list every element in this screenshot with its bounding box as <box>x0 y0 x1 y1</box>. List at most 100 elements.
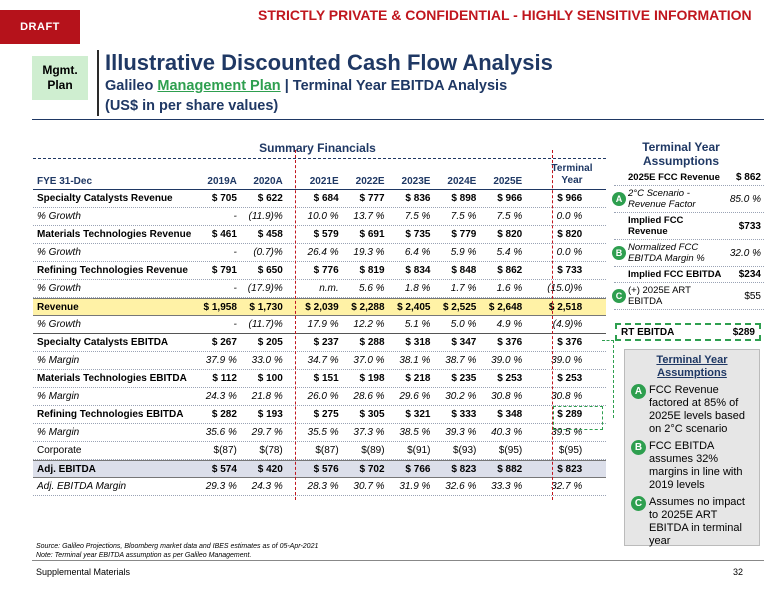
table-row: Specialty Catalysts Revenue $ 705 $ 622 $ 6… <box>33 190 606 208</box>
row-value: 5.0 % <box>450 319 477 330</box>
row-value: (11.7)% <box>248 319 283 330</box>
row-value: $ 420 <box>257 463 283 475</box>
summary-financials-table: FYE 31-Dec 2019A 2020A 2021E 2022E 2023E 2024E… <box>33 172 606 496</box>
table-row: Materials Technologies Revenue $ 461 $ 458… <box>33 226 606 244</box>
header-year: 2024E <box>447 176 477 187</box>
row-value: 13.7 % <box>353 211 385 222</box>
row-value: 30.7 % <box>353 481 385 492</box>
terminal-year-assumptions-table: 2025E FCC Revenue $ 862 A 2°C Scenario - Re… <box>612 170 764 310</box>
terminal-header-line2: Year <box>561 175 583 186</box>
row-value: $ 836 <box>405 193 431 204</box>
row-value: $ 820 <box>497 229 523 240</box>
row-value: $ 253 <box>497 373 523 384</box>
row-value: $ 376 <box>557 337 583 348</box>
row-label: Adj. EBITDA Margin <box>37 481 127 492</box>
row-value: $ 112 <box>212 373 237 384</box>
summary-financials-title: Summary Financials <box>259 141 376 155</box>
mgmt-plan-badge: Mgmt. Plan <box>32 56 88 100</box>
assumption-row: Implied FCC Revenue $733 <box>614 213 764 240</box>
row-value: 10.0 % <box>307 211 339 222</box>
table-row: % Margin 24.3 % 21.8 % 26.0 % 28.6 % 29.6 % 30… <box>33 388 606 406</box>
header-year: 2019A <box>207 176 237 187</box>
row-value: 39.3 % <box>445 427 477 438</box>
assumptions-callout: Terminal Year Assumptions A FCC Revenue f… <box>624 349 760 548</box>
row-label: % Growth <box>37 283 81 294</box>
assumption-note-text: FCC EBITDA assumes 32% margins in line w… <box>649 440 743 491</box>
row-label: % Growth <box>37 319 81 330</box>
row-value: $ 305 <box>359 409 385 420</box>
row-value: $ 275 <box>313 409 339 420</box>
row-value: $ 2,405 <box>397 301 431 313</box>
row-value: $ 691 <box>359 229 385 240</box>
row-value: $ 461 <box>211 229 237 240</box>
row-value: $ 218 <box>405 373 431 384</box>
assumption-value: 32.0 % <box>729 247 761 259</box>
row-value: $ 237 <box>313 337 339 348</box>
row-value: 37.9 % <box>205 355 237 366</box>
assumption-note-text: FCC Revenue factored at 85% of 2025E lev… <box>649 384 746 435</box>
row-value: $(95) <box>498 445 523 456</box>
page-title: Illustrative Discounted Cash Flow Analys… <box>105 50 553 75</box>
row-value: $ 966 <box>557 193 583 204</box>
row-value: $ 702 <box>359 463 385 475</box>
row-label: Revenue <box>37 301 79 313</box>
row-value: $(87) <box>213 445 237 456</box>
row-value: 24.3 % <box>205 391 237 402</box>
assumption-label: 2°C Scenario - Revenue Factor <box>628 188 696 210</box>
row-label: Specialty Catalysts Revenue <box>37 193 173 204</box>
row-value: $ 321 <box>405 409 431 420</box>
row-value: 5.9 % <box>450 247 477 258</box>
row-value: $ 735 <box>405 229 431 240</box>
row-value: - <box>233 283 237 294</box>
row-value: $ 579 <box>313 229 339 240</box>
row-value: $ 848 <box>451 265 477 276</box>
table-row: % Margin 35.6 % 29.7 % 35.5 % 37.3 % 38.5 % 39… <box>33 424 606 442</box>
assumption-label: Normalized FCC EBITDA Margin % <box>628 242 705 264</box>
row-value: $ 2,518 <box>548 301 583 313</box>
table-row: Specialty Catalysts EBITDA $ 267 $ 205 $ 23… <box>33 334 606 352</box>
assumption-note: C Assumes no impact to 2025E ART EBITDA i… <box>631 496 753 548</box>
table-row: % Growth - (0.7)% 26.4 % 19.3 % 6.4 % 5.9 % 5.4… <box>33 244 606 262</box>
row-value: $ 576 <box>313 463 339 475</box>
row-label: Adj. EBITDA <box>37 463 96 475</box>
row-value: $ 898 <box>451 193 477 204</box>
table-row: % Growth - (11.7)% 17.9 % 12.2 % 5.1 % 5.0 % 4.… <box>33 316 606 334</box>
footnote: Source: Galileo Projections, Bloomberg m… <box>36 542 318 560</box>
title-divider <box>32 119 764 120</box>
rt-ebitda-label: RT EBITDA <box>621 326 675 338</box>
row-label: Materials Technologies EBITDA <box>37 373 187 384</box>
table-row: Adj. EBITDA Margin 29.3 % 24.3 % 28.3 % 30.7… <box>33 478 606 496</box>
row-value: 34.7 % <box>307 355 339 366</box>
badge-a-icon: A <box>612 192 626 206</box>
row-value: $ 318 <box>405 337 431 348</box>
row-value: - <box>233 319 237 330</box>
row-value: $ 834 <box>405 265 431 276</box>
row-value: - <box>233 211 237 222</box>
title-block: Illustrative Discounted Cash Flow Analys… <box>97 50 553 116</box>
row-value: 30.8 % <box>551 391 583 402</box>
row-label: % Margin <box>37 355 80 366</box>
rt-ebitda-value: $289 <box>732 326 755 338</box>
assumption-label: Implied FCC EBITDA <box>628 269 722 280</box>
header-label: FYE 31-Dec <box>37 176 93 187</box>
row-value: 37.0 % <box>353 355 385 366</box>
badge-a-icon: A <box>631 384 646 399</box>
row-value: $ 333 <box>451 409 477 420</box>
row-value: $ 2,525 <box>442 301 477 313</box>
row-value: $(89) <box>361 445 385 456</box>
row-value: $ 622 <box>257 193 283 204</box>
assumption-value: 85.0 % <box>729 193 761 205</box>
row-value: 38.5 % <box>399 427 431 438</box>
row-label: % Margin <box>37 427 80 438</box>
badge-b-icon: B <box>612 246 626 260</box>
row-value: 24.3 % <box>251 481 283 492</box>
terminal-header-line1: Terminal <box>551 163 593 174</box>
row-value: 38.1 % <box>399 355 431 366</box>
row-value: 39.5 % <box>551 427 583 438</box>
row-value: 5.1 % <box>404 319 431 330</box>
management-plan-link[interactable]: Management Plan <box>157 78 281 94</box>
row-value: $(78) <box>259 445 283 456</box>
row-value: $ 235 <box>451 373 477 384</box>
header-year: 2022E <box>355 176 385 187</box>
assumption-value: $234 <box>738 269 761 280</box>
